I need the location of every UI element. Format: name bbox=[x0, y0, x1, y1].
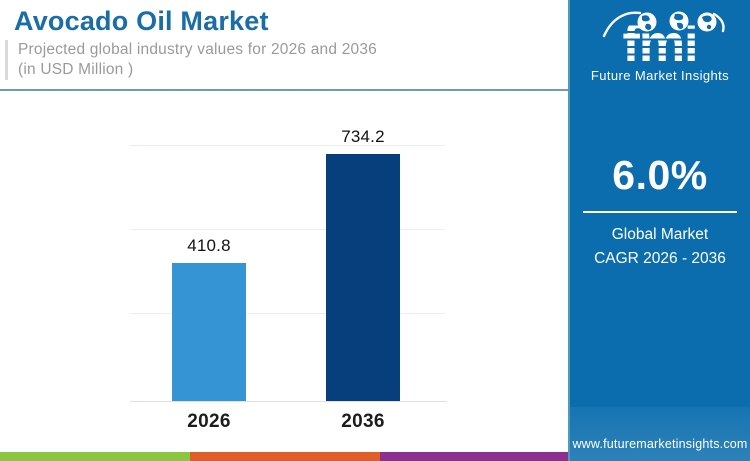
subtitle-line-1: Projected global industry values for 202… bbox=[18, 41, 377, 58]
bar-chart: 410.8 734.2 2026 2036 bbox=[0, 91, 568, 452]
x-tick-label-2036: 2036 bbox=[341, 411, 385, 432]
footer-stripes bbox=[0, 452, 568, 461]
gridline-500 bbox=[130, 229, 445, 230]
fmi-logo-caption: Future Market Insights bbox=[590, 68, 730, 83]
bar-column-2036: 734.2 bbox=[313, 100, 413, 401]
bar-2026 bbox=[172, 263, 246, 401]
cagr-value: 6.0% bbox=[612, 152, 708, 198]
sidebar-bottom-band bbox=[570, 407, 750, 461]
bar-value-label-2026: 410.8 bbox=[187, 236, 231, 255]
bar-value-label-2036: 734.2 bbox=[341, 127, 385, 146]
gridline-750 bbox=[130, 145, 445, 146]
page-subtitle: Projected global industry values for 202… bbox=[5, 40, 377, 80]
stat-caption-line-2: CAGR 2026 - 2036 bbox=[594, 250, 726, 267]
sidebar: fmi Future Market Insights 6.0% Global M… bbox=[568, 0, 750, 461]
page-title: Avocado Oil Market bbox=[14, 6, 269, 36]
gridline-250 bbox=[130, 313, 445, 314]
fmi-wordmark: fmi bbox=[570, 18, 750, 70]
footer-stripe-orange bbox=[190, 452, 380, 461]
footer-stripe-purple bbox=[380, 452, 568, 461]
fmi-logo: fmi Future Market Insights bbox=[570, 4, 750, 90]
bar-column-2026: 410.8 bbox=[159, 100, 259, 401]
website-url: www.futuremarketinsights.com bbox=[572, 437, 748, 451]
x-tick-label-2026: 2026 bbox=[187, 411, 231, 432]
stat-caption-line-1: Global Market bbox=[611, 226, 709, 243]
subtitle-line-2: (in USD Million ) bbox=[18, 61, 134, 78]
fmi-globes-icon bbox=[602, 11, 725, 38]
footer-stripe-green bbox=[0, 452, 190, 461]
x-axis-line bbox=[130, 401, 447, 402]
cagr-stat: 6.0% Global Market CAGR 2026 - 2036 bbox=[570, 152, 750, 271]
header: Avocado Oil Market Projected global indu… bbox=[0, 0, 568, 90]
stat-divider bbox=[583, 211, 737, 213]
header-divider bbox=[0, 89, 568, 91]
bar-2036 bbox=[326, 154, 400, 401]
